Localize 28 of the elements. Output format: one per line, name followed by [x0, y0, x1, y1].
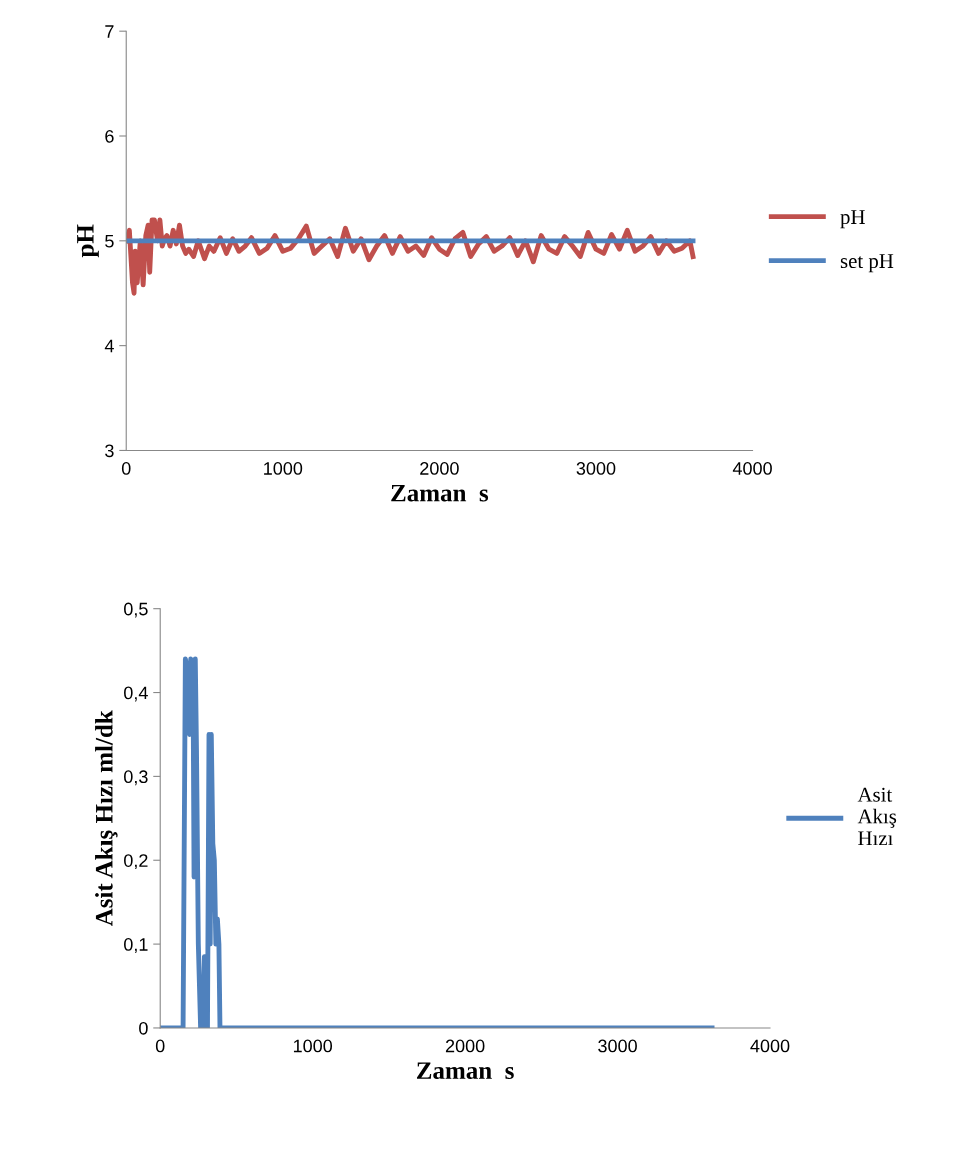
y-axis-title: pH — [77, 224, 99, 258]
x-axis-title: Zaman s — [391, 484, 489, 502]
y-tick-label: 0,5 — [124, 602, 148, 618]
x-tick-label: 4000 — [750, 1039, 790, 1053]
legend-label: Asit Akış Hızı — [857, 787, 897, 846]
x-tick-label: 2000 — [420, 462, 459, 475]
x-tick-label: 3000 — [598, 1039, 637, 1053]
y-tick-label: 4 — [104, 339, 114, 353]
y-tick-label: 0,3 — [124, 770, 148, 786]
y-tick-label: 0 — [139, 1021, 148, 1035]
y-tick-label: 3 — [105, 444, 114, 458]
x-axis-title: Zaman s — [416, 1062, 514, 1080]
y-tick-label: 0,4 — [124, 686, 148, 702]
legend-label: pH — [840, 210, 865, 229]
y-tick-label: 5 — [105, 234, 114, 248]
x-tick-label: 3000 — [576, 462, 616, 475]
x-tick-label: 0 — [155, 1039, 165, 1053]
y-tick-label: 0,1 — [124, 938, 148, 953]
y-tick-label: 0,2 — [124, 854, 148, 870]
y-axis-title: Asit Akış Hızı ml/dk — [95, 710, 118, 927]
y-tick-label: 6 — [105, 129, 114, 143]
legend-label: set pH — [840, 254, 894, 273]
line-series — [160, 656, 715, 1028]
x-tick-label: 1000 — [293, 1039, 333, 1053]
x-tick-label: 4000 — [732, 462, 772, 475]
x-tick-label: 1000 — [264, 462, 303, 475]
x-tick-label: 2000 — [445, 1039, 485, 1053]
y-tick-label: 7 — [105, 25, 114, 38]
